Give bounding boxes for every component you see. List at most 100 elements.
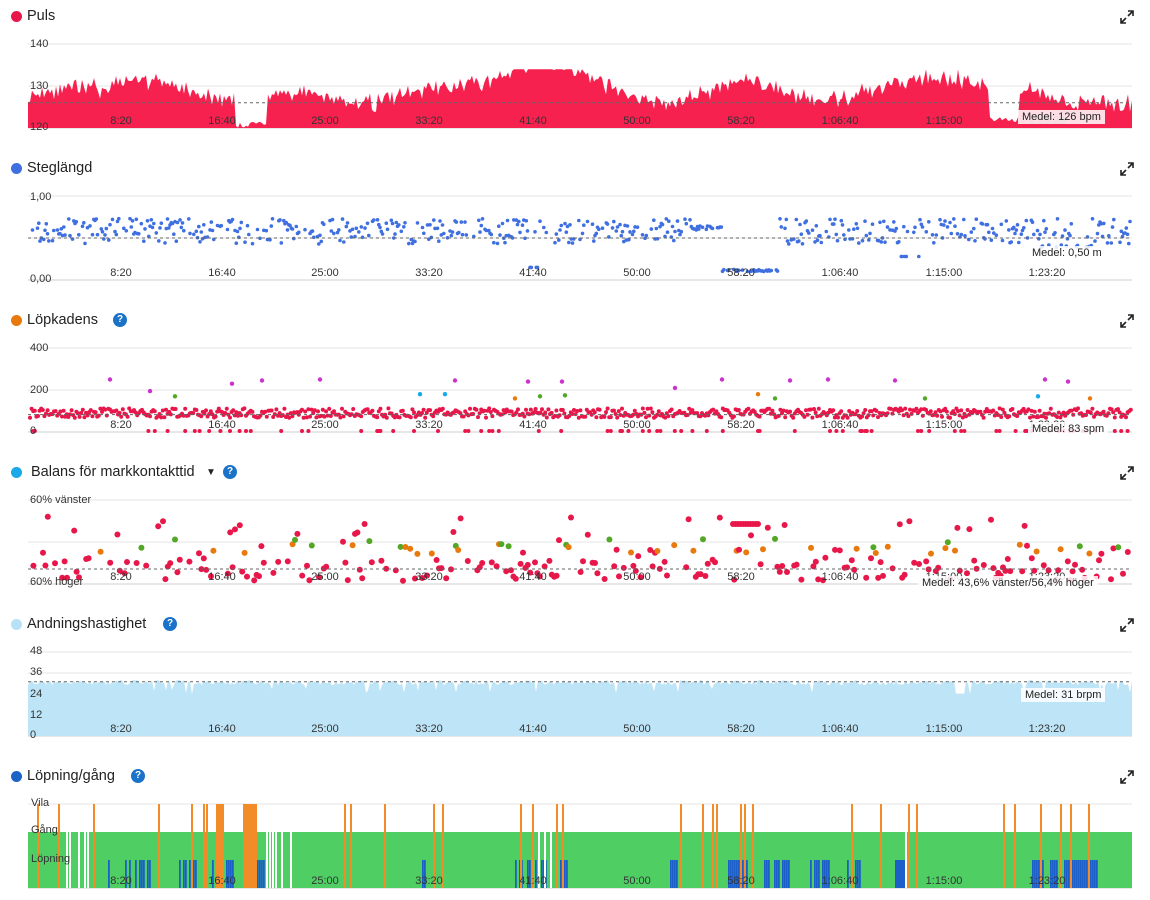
kadens-point — [370, 408, 375, 413]
steglangd-point — [810, 228, 815, 232]
expand-icon[interactable] — [1120, 770, 1134, 784]
expand-icon[interactable] — [1120, 466, 1134, 480]
kadens-point — [1125, 429, 1130, 433]
steglangd-point — [154, 231, 159, 235]
balans-point — [611, 563, 618, 570]
steglangd-point — [170, 221, 175, 226]
steglangd-point — [505, 218, 510, 223]
steglangd-point — [149, 218, 154, 222]
steglangd-point — [784, 217, 789, 222]
y-tick-label: 140 — [30, 38, 48, 50]
panel-balans: Balans för markkontakttid ▼ ? 60% vänste… — [0, 456, 1150, 608]
kadens-point — [482, 408, 487, 413]
balans-point — [428, 550, 435, 557]
expand-icon[interactable] — [1120, 618, 1134, 632]
panel-lopkadens: Löpkadens ? 400 200 0 8:20 16:40 25:00 33:20 41… — [0, 304, 1150, 456]
balans-point — [304, 562, 310, 569]
balans-point — [124, 559, 130, 565]
y-tick-label: Gång — [31, 824, 58, 836]
balans-point — [1086, 550, 1093, 557]
kadens-point — [476, 415, 480, 420]
kadens-point — [655, 412, 660, 417]
kadens-point — [204, 408, 208, 413]
lopning-segment — [564, 860, 566, 888]
kadens-point — [648, 406, 653, 411]
steglangd-point — [389, 218, 394, 223]
steglangd-point — [664, 217, 669, 221]
balans-point — [1004, 556, 1011, 562]
steglangd-point — [43, 228, 47, 233]
lopning-segment — [226, 860, 228, 888]
kadens-point — [869, 429, 874, 433]
lopning-segment — [676, 860, 678, 888]
balans-point — [911, 559, 918, 566]
help-icon[interactable]: ? — [223, 465, 237, 479]
balans-point — [764, 524, 771, 531]
help-icon[interactable]: ? — [163, 617, 177, 631]
expand-icon[interactable] — [1120, 162, 1134, 176]
balans-point — [748, 532, 754, 539]
kadens-point — [386, 406, 391, 411]
balans-point — [928, 550, 934, 557]
kadens-point — [781, 408, 786, 413]
vila-segment — [252, 804, 257, 888]
kadens-point — [746, 406, 751, 411]
kadens-point — [602, 414, 607, 419]
kadens-point — [919, 407, 924, 412]
kadens-point — [524, 407, 528, 412]
steglangd-point — [1127, 241, 1131, 246]
kadens-point — [96, 413, 101, 418]
steglangd-point — [330, 217, 335, 222]
steglangd-point — [577, 218, 581, 223]
kadens-point — [421, 407, 426, 412]
kadens-point — [1042, 377, 1048, 382]
series-color-dot — [11, 619, 22, 630]
kadens-point — [658, 429, 663, 433]
expand-icon[interactable] — [1120, 314, 1134, 328]
kadens-point — [327, 406, 332, 411]
steglangd-point — [500, 221, 505, 226]
steglangd-point — [450, 230, 455, 234]
steglangd-point — [612, 219, 616, 224]
kadens-point — [172, 394, 178, 399]
kadens-point — [840, 429, 845, 433]
lopning-segment — [147, 860, 149, 888]
kadens-point — [528, 407, 533, 412]
balans-point — [354, 529, 361, 536]
steglangd-point — [63, 233, 67, 237]
steglangd-point — [449, 233, 454, 238]
kadens-point — [428, 408, 432, 413]
vila-segment — [344, 804, 346, 888]
kadens-point — [309, 407, 314, 412]
lopning-segment — [230, 860, 232, 888]
steglangd-point — [902, 224, 906, 229]
panel-title: Andningshastighet — [27, 616, 147, 632]
steglangd-point — [570, 241, 575, 245]
help-icon[interactable]: ? — [113, 313, 127, 327]
balans-point — [990, 565, 997, 572]
y-tick-label: 60% höger — [30, 576, 84, 588]
steglangd-point — [432, 218, 436, 222]
steglangd-point — [1014, 228, 1019, 232]
lopning-segment — [1036, 860, 1038, 888]
expand-icon[interactable] — [1120, 10, 1134, 24]
lopning-segment — [857, 860, 859, 888]
steglangd-point — [294, 224, 299, 229]
balans-point — [508, 567, 514, 574]
kadens-point — [82, 415, 87, 420]
kadens-point — [656, 409, 661, 414]
x-tick-label: 8:20 — [110, 571, 131, 583]
vila-segment — [37, 804, 39, 888]
gap — [281, 832, 283, 888]
balans-point — [594, 570, 601, 577]
balans-point — [637, 574, 644, 581]
kadens-point — [559, 379, 565, 384]
steglangd-point — [393, 232, 397, 236]
help-icon[interactable]: ? — [131, 769, 145, 783]
steglangd-point — [824, 229, 829, 234]
lopning-segment — [784, 860, 786, 888]
balans-point — [1007, 568, 1014, 575]
x-tick-label: 25:00 — [311, 571, 339, 583]
steglangd-point — [948, 220, 952, 225]
chevron-down-icon[interactable]: ▼ — [206, 467, 216, 478]
